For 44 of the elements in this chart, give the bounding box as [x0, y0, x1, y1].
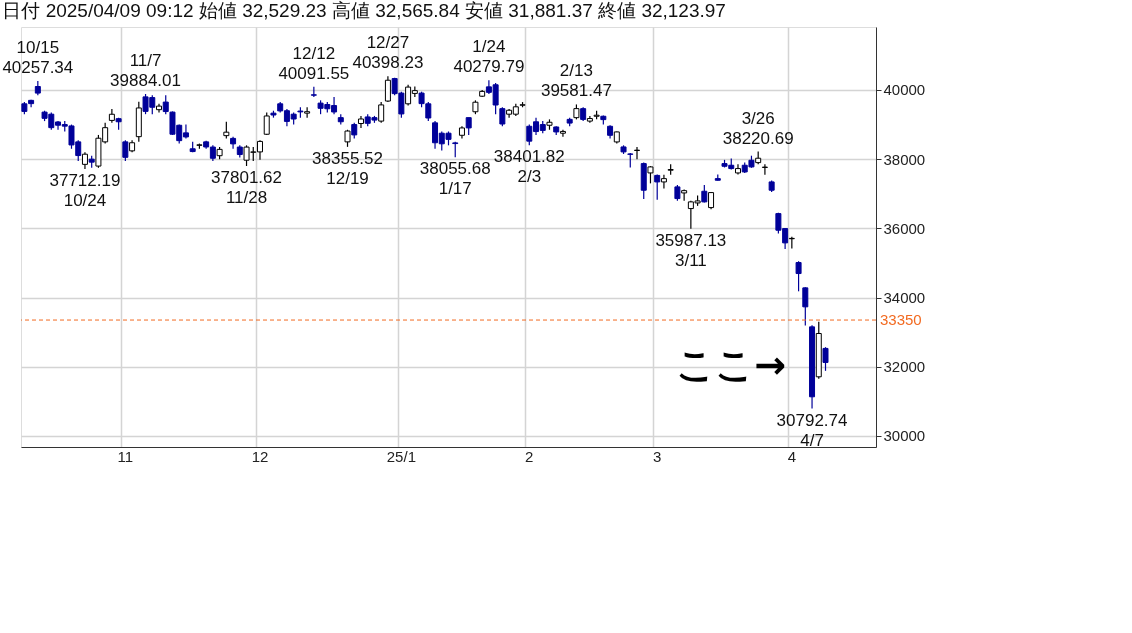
candlestick — [310, 86, 317, 98]
ref-line-label: 33350 — [880, 311, 922, 329]
x-tick-label: 2 — [525, 447, 534, 465]
annotation: 12/27 40398.23 — [352, 33, 424, 73]
y-tick-label: 38000 — [883, 150, 926, 168]
candlestick — [378, 101, 385, 124]
annotation: 37801.62 11/28 — [211, 168, 282, 208]
annotation: 10/15 40257.34 — [2, 38, 74, 78]
annotation: 12/12 40091.55 — [278, 43, 350, 83]
candlestick — [660, 174, 667, 190]
x-tick-label: 4 — [787, 447, 797, 465]
candlestick — [681, 189, 688, 202]
annotation: 38055.68 1/17 — [419, 159, 491, 199]
x-tick-label: 3 — [653, 447, 662, 465]
candlestick — [795, 260, 802, 292]
y-tick-label: 30000 — [883, 427, 926, 445]
y-tick-label: 34000 — [883, 289, 926, 307]
candlestick — [384, 75, 391, 103]
annotation: 30792.74 4/7 — [776, 410, 848, 450]
annotation: 11/7 39884.01 — [110, 50, 181, 90]
y-tick-label: 36000 — [883, 219, 926, 237]
annotation: 38355.52 12/19 — [312, 148, 383, 188]
annotation: 35987.13 3/11 — [655, 230, 727, 270]
annotation: 1/24 40279.79 — [453, 37, 525, 77]
candlestick — [499, 106, 506, 127]
annotation: ここ→ — [676, 343, 786, 387]
y-tick-label: 32000 — [883, 358, 926, 376]
chart-title: 日付 2025/04/09 09:12 始値 32,529.23 高値 32,565.84 安値 31,881.37 終値 32,123.97 — [2, 0, 726, 21]
candlestick — [802, 286, 809, 327]
x-tick-label: 12 — [251, 447, 269, 465]
candlestick — [761, 163, 768, 176]
candlestick — [263, 111, 270, 136]
x-tick-label: 25/1 — [386, 447, 416, 465]
x-tick-label: 11 — [117, 447, 134, 465]
annotation: 38401.82 2/3 — [493, 147, 565, 187]
annotation: 2/13 39581.47 — [540, 61, 612, 101]
candlestick — [654, 173, 661, 201]
candlestick — [304, 106, 311, 119]
annotation: 37712.19 10/24 — [49, 171, 121, 211]
candlestick — [122, 139, 129, 162]
y-tick-label: 40000 — [883, 81, 926, 99]
annotation: 3/26 38220.69 — [722, 108, 794, 148]
candlestick — [822, 346, 829, 372]
candlestick — [559, 129, 566, 138]
